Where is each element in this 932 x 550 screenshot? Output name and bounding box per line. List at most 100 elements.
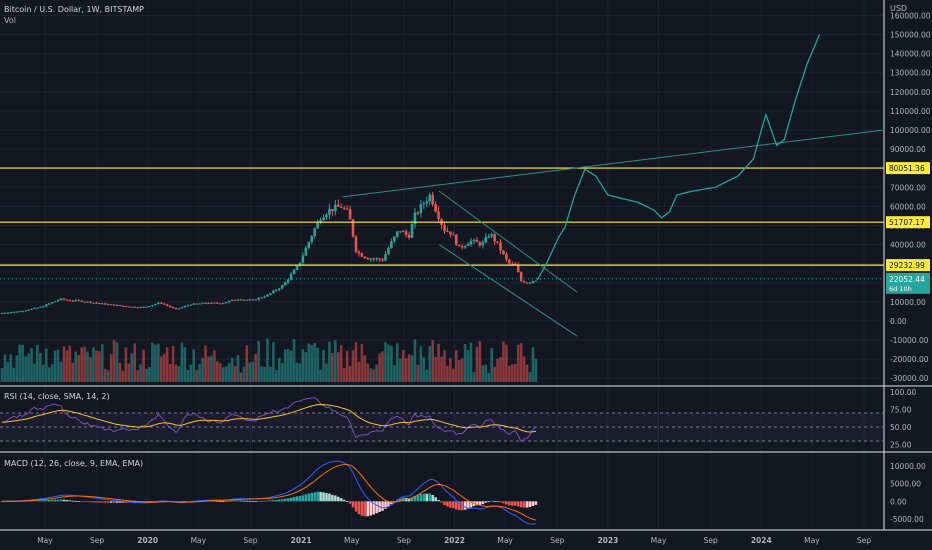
- volume-bar: [428, 346, 432, 382]
- macd-histogram-bar: [490, 500, 493, 502]
- candle-body: [437, 211, 440, 220]
- macd-histogram-bar: [328, 493, 331, 502]
- volume-bar: [98, 351, 101, 382]
- macd-histogram-bar: [331, 494, 334, 502]
- macd-histogram-bar: [425, 493, 429, 502]
- macd-histogram-bar: [236, 500, 240, 502]
- candle-body: [487, 236, 490, 238]
- candle-body: [216, 302, 219, 304]
- macd-histogram-bar: [112, 501, 116, 503]
- volume-bar: [425, 369, 429, 382]
- volume-bar: [260, 366, 263, 382]
- volume-bar: [221, 367, 225, 382]
- candle-body: [313, 228, 316, 237]
- candle-body: [189, 304, 193, 306]
- candle-body: [50, 302, 54, 304]
- candle-body: [106, 304, 110, 306]
- candle-body: [331, 208, 334, 212]
- candle-body: [396, 231, 399, 237]
- volume-bar: [177, 365, 181, 382]
- macd-histogram-bar: [109, 501, 113, 503]
- price-tick-label: 100000.00: [890, 126, 931, 135]
- macd-histogram-bar: [428, 493, 432, 502]
- volume-bar: [71, 362, 75, 382]
- macd-histogram-bar: [484, 501, 488, 503]
- macd-histogram-bar: [44, 500, 48, 502]
- macd-histogram-bar: [47, 499, 51, 502]
- macd-histogram-bar: [419, 494, 423, 502]
- time-tick-label: Sep: [243, 536, 257, 545]
- candle-body: [12, 311, 16, 313]
- candle-body: [425, 201, 429, 204]
- candle-body: [177, 308, 181, 310]
- macd-histogram-bar: [334, 495, 337, 502]
- macd-histogram-bar: [446, 501, 449, 507]
- candle-body: [148, 306, 151, 308]
- macd-histogram-bar: [519, 501, 523, 508]
- candle-body: [3, 312, 7, 314]
- candle-body: [174, 308, 178, 310]
- volume-bar: [369, 368, 373, 382]
- candle-body: [522, 281, 526, 283]
- candle-body: [121, 305, 125, 307]
- macd-histogram-bar: [216, 500, 219, 502]
- candle-body: [260, 297, 263, 299]
- macd-histogram-bar: [522, 501, 526, 508]
- candle-body: [160, 302, 163, 304]
- macd-histogram-bar: [398, 498, 402, 502]
- candle-body: [316, 222, 319, 229]
- volume-bar: [74, 351, 78, 382]
- macd-histogram-bar: [325, 493, 328, 502]
- volume-bar: [201, 357, 204, 382]
- candle-body: [431, 194, 434, 205]
- channel-lower-line: [438, 244, 578, 337]
- candle-body: [62, 298, 66, 300]
- volume-bar: [313, 342, 316, 382]
- time-tick-label: May: [804, 536, 820, 545]
- volume-bar: [127, 363, 131, 382]
- candle-body: [254, 299, 257, 301]
- candle-body: [454, 234, 458, 245]
- volume-bar: [469, 342, 473, 382]
- macd-histogram-bar: [0, 501, 4, 503]
- volume-bar: [301, 349, 305, 382]
- candle-body: [322, 217, 325, 221]
- macd-histogram-bar: [369, 501, 373, 516]
- candle-body: [136, 307, 139, 309]
- candle-body: [337, 204, 340, 207]
- candle-body: [304, 247, 308, 256]
- candle-body: [219, 303, 222, 305]
- macd-label: MACD (12, 26, close, 9, EMA, EMA): [4, 459, 144, 468]
- macd-histogram-bar: [499, 501, 502, 503]
- price-tick-label: 70000.00: [890, 183, 926, 192]
- volume-bar: [292, 339, 296, 382]
- candle-body: [130, 306, 134, 308]
- time-tick-label: Sep: [90, 536, 104, 545]
- candle-body: [201, 302, 204, 304]
- macd-histogram-bar: [452, 501, 455, 509]
- volume-bar: [481, 365, 485, 382]
- volume-bar: [419, 346, 423, 382]
- candle-body: [375, 258, 378, 260]
- macd-histogram-bar: [283, 498, 287, 502]
- macd-histogram-bar: [401, 497, 405, 502]
- volume-bar: [375, 364, 378, 382]
- macd-histogram-bar: [98, 501, 101, 503]
- candle-body: [195, 303, 198, 305]
- level-price-badge-text: 80051.36: [889, 164, 925, 173]
- volume-bar: [404, 358, 408, 382]
- volume-bar: [36, 344, 39, 382]
- volume-bar: [133, 343, 137, 382]
- volume-bar: [325, 363, 328, 382]
- volume-bar: [192, 349, 196, 382]
- macd-histogram-bar: [278, 499, 281, 502]
- candle-body: [381, 259, 384, 261]
- candle-body: [295, 265, 299, 270]
- volume-bar: [9, 354, 13, 382]
- volume-bar: [0, 368, 4, 382]
- volume-bar: [47, 367, 51, 382]
- candle-body: [413, 212, 417, 225]
- volume-bar: [162, 353, 166, 382]
- candle-body: [369, 258, 373, 260]
